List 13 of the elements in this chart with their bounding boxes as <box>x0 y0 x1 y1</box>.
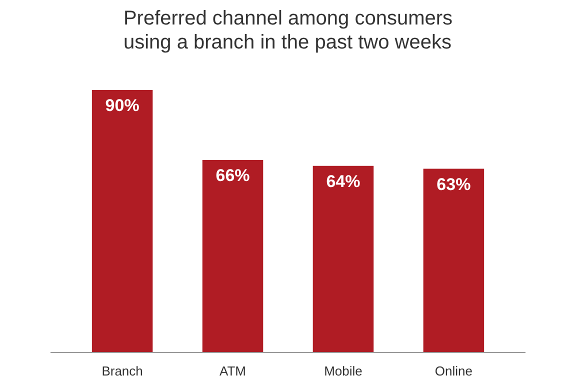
x-tick-label: Online <box>434 364 472 378</box>
x-tick-label: Branch <box>102 364 143 378</box>
data-label: 64% <box>326 172 360 191</box>
data-label: 63% <box>436 174 471 194</box>
bar <box>312 166 374 352</box>
x-tick-label: Mobile <box>324 364 362 378</box>
chart-title: Preferred channel among consumers using a branch in the past two weeks <box>123 7 453 54</box>
data-label: 90% <box>105 96 140 115</box>
bar <box>423 168 484 352</box>
bar <box>92 90 153 352</box>
data-label: 66% <box>216 166 250 185</box>
x-tick-label: ATM <box>220 364 246 378</box>
bar <box>202 160 264 352</box>
